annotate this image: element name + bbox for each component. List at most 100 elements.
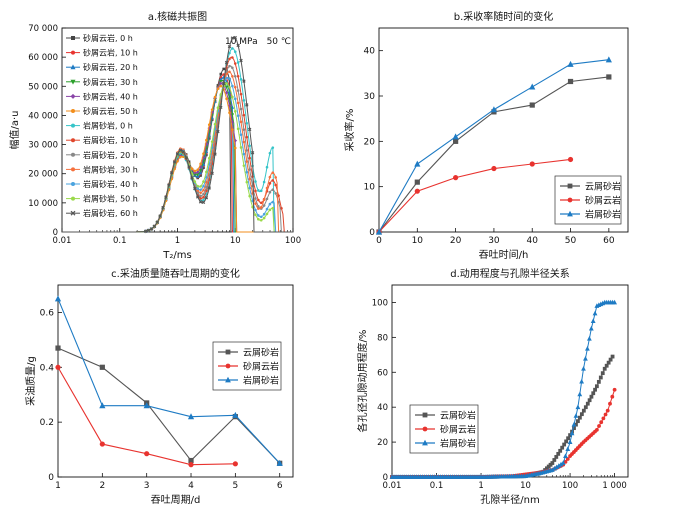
data-point: [231, 128, 234, 131]
data-point: [219, 84, 223, 88]
legend-marker: [70, 93, 76, 99]
x-tick-label: 30: [488, 236, 500, 246]
legend-label: 砂屑云岩: [585, 195, 621, 207]
data-point: [190, 167, 194, 170]
data-point: [271, 188, 275, 192]
y-tick-label: 0: [369, 228, 375, 238]
data-point: [233, 97, 237, 101]
data-point: [605, 56, 612, 63]
legend-marker: [225, 363, 231, 369]
legend-marker: [567, 183, 573, 189]
data-point: [250, 151, 255, 155]
y-axis-label: 采收率/%: [343, 109, 356, 152]
x-tick-label: 1: [478, 481, 483, 491]
panel-d: 0.01 0.1 1 10 100 1 000 0 20 40 60 80 100 d.动用程度与孔隙半…: [356, 267, 629, 506]
data-point: [225, 70, 228, 73]
data-point: [572, 426, 576, 431]
data-point: [588, 325, 594, 331]
data-point: [231, 66, 234, 70]
plot-frame: [378, 27, 629, 233]
data-point: [569, 430, 575, 436]
data-point: [196, 189, 200, 192]
data-point: [225, 72, 228, 76]
legend-label: 砂屑云岩, 0 h: [83, 33, 133, 43]
data-point: [274, 183, 277, 187]
data-point: [239, 107, 243, 111]
legend-marker: [71, 36, 75, 40]
legend-marker: [70, 210, 76, 216]
data-point: [414, 160, 421, 167]
y-tick-label: 40: [377, 403, 388, 413]
data-point: [268, 175, 272, 179]
y-tick-label: 80: [377, 333, 388, 343]
y-tick-label: 10: [364, 183, 376, 193]
data-point: [563, 459, 568, 464]
y-tick-label: 30 000: [28, 141, 58, 151]
x-tick-label: 20: [450, 236, 462, 246]
x-axis-label: 吞吐时间/h: [479, 248, 529, 261]
data-point: [99, 364, 105, 370]
legend-marker: [71, 182, 75, 186]
data-point: [236, 127, 240, 131]
data-point: [230, 120, 235, 124]
data-point: [187, 413, 195, 420]
data-point: [254, 197, 257, 200]
data-point: [579, 378, 585, 384]
data-point: [603, 412, 608, 417]
data-point: [227, 103, 232, 108]
data-point: [562, 442, 567, 447]
data-point: [239, 120, 243, 124]
legend-label: 岩屑砂岩, 40 h: [83, 179, 138, 189]
data-point: [236, 89, 240, 92]
legend-label: 岩屑砂岩, 30 h: [83, 164, 138, 174]
data-point: [199, 174, 202, 177]
data-point: [210, 108, 214, 111]
data-point: [257, 217, 260, 221]
data-point: [594, 427, 599, 432]
data-point: [224, 79, 229, 84]
data-point: [248, 144, 251, 148]
x-tick-label: 1: [175, 236, 180, 246]
data-point: [239, 78, 243, 81]
data-point: [196, 184, 200, 188]
data-point: [453, 175, 459, 181]
legend-marker: [71, 109, 75, 113]
x-tick-label: 0.1: [430, 481, 444, 491]
data-point: [228, 111, 231, 114]
data-point: [262, 204, 266, 207]
data-point: [225, 76, 228, 80]
data-point: [567, 439, 573, 444]
data-point: [231, 75, 234, 78]
data-point: [567, 78, 574, 85]
x-tick-label: 100: [562, 481, 578, 491]
legend-marker: [422, 439, 428, 446]
legend-label: 岩屑砂岩, 50 h: [83, 194, 138, 204]
data-point: [239, 133, 243, 137]
y-tick-label: 40 000: [28, 111, 58, 121]
data-point: [254, 213, 257, 217]
data-point: [193, 169, 197, 173]
data-point: [560, 460, 566, 465]
data-point: [233, 146, 237, 150]
legend-marker: [71, 138, 75, 143]
data-point: [242, 140, 246, 144]
data-point: [195, 170, 200, 174]
data-point: [202, 195, 205, 199]
legend-label: 砂屑云岩, 50 h: [83, 106, 138, 116]
legend-label: 云屑砂岩: [243, 347, 279, 359]
data-point: [257, 198, 260, 202]
data-point: [227, 97, 232, 101]
data-point: [556, 451, 561, 456]
data-point: [259, 206, 263, 209]
data-point: [600, 371, 605, 376]
data-point: [242, 113, 246, 117]
data-point: [236, 101, 240, 105]
x-tick-label: 4: [188, 481, 194, 491]
data-point: [236, 61, 240, 64]
y-tick-label: 70 000: [28, 24, 58, 34]
chart-title: d.动用程度与孔隙半径关系: [450, 267, 570, 280]
data-point: [610, 354, 615, 359]
legend-label: 砂屑云岩, 10 h: [83, 48, 138, 58]
data-point: [219, 72, 223, 76]
x-tick-label: 5: [232, 481, 238, 491]
